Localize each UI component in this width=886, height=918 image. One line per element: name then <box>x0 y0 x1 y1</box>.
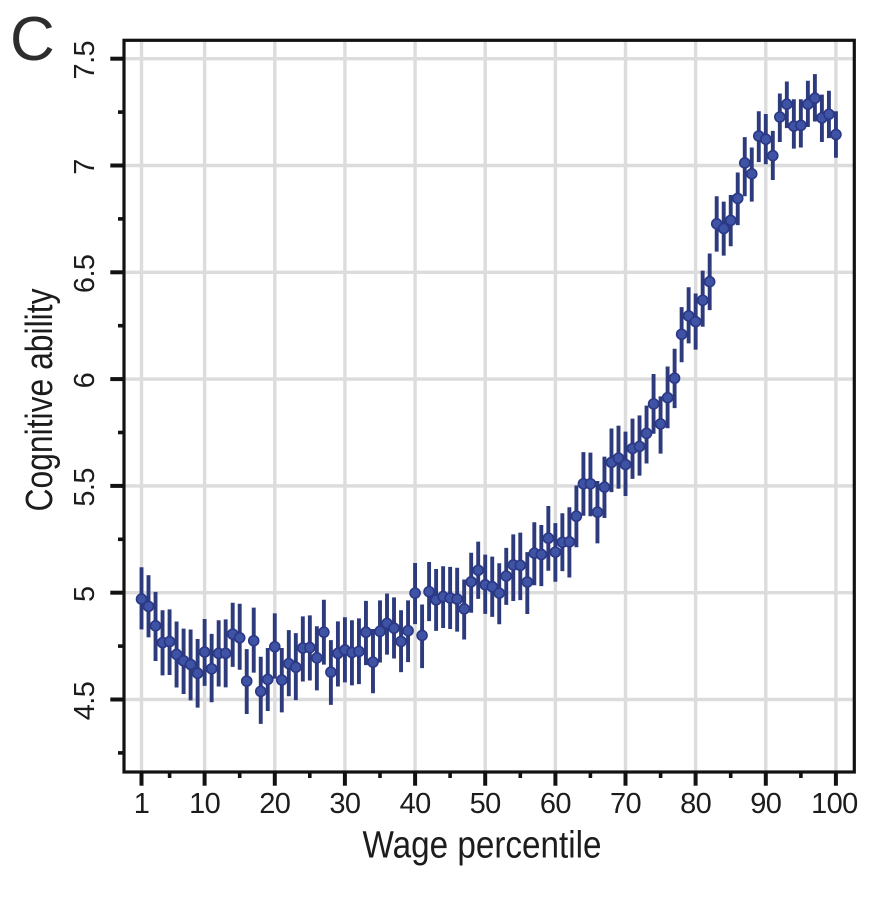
svg-text:5: 5 <box>69 586 101 602</box>
svg-text:50: 50 <box>470 788 501 820</box>
svg-text:100: 100 <box>811 788 858 820</box>
svg-text:C: C <box>10 5 55 74</box>
svg-text:60: 60 <box>540 788 571 820</box>
svg-text:6.5: 6.5 <box>69 255 101 294</box>
svg-text:90: 90 <box>750 788 781 820</box>
svg-text:30: 30 <box>329 788 360 820</box>
svg-text:70: 70 <box>610 788 641 820</box>
svg-text:6: 6 <box>69 373 101 389</box>
svg-text:80: 80 <box>680 788 711 820</box>
svg-text:Cognitive ability: Cognitive ability <box>19 289 61 512</box>
svg-text:7: 7 <box>69 159 101 175</box>
svg-text:1: 1 <box>134 788 150 820</box>
svg-text:5.5: 5.5 <box>69 468 101 507</box>
svg-text:20: 20 <box>259 788 290 820</box>
svg-text:10: 10 <box>189 788 220 820</box>
svg-text:7.5: 7.5 <box>69 41 101 80</box>
svg-text:4.5: 4.5 <box>69 682 101 721</box>
svg-text:40: 40 <box>400 788 431 820</box>
svg-text:Wage percentile: Wage percentile <box>363 825 602 867</box>
